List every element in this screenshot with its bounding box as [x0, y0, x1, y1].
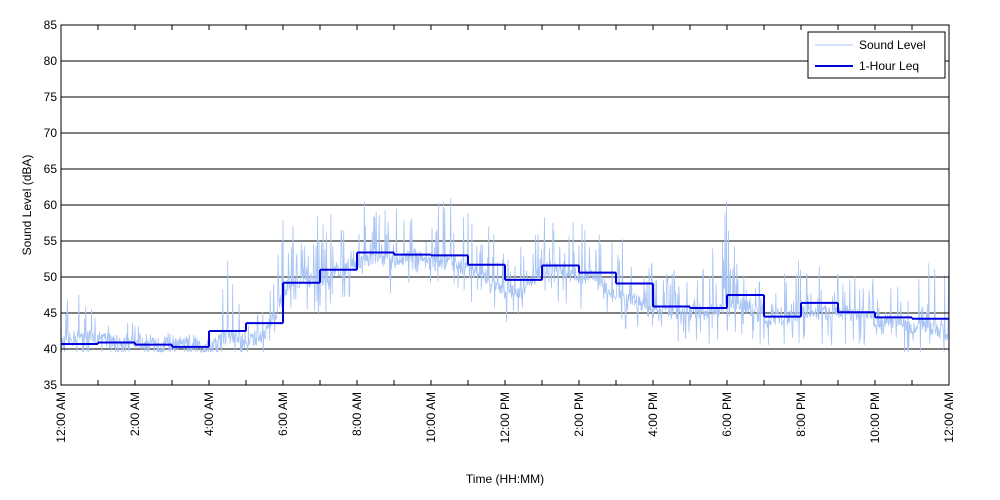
y-tick-label: 55 — [44, 234, 58, 248]
x-tick-label: 6:00 AM — [276, 392, 290, 436]
x-tick-label: 8:00 AM — [350, 392, 364, 436]
y-tick-label: 40 — [44, 342, 58, 356]
y-axis-title: Sound Level (dBA) — [20, 155, 34, 256]
x-tick-label: 4:00 AM — [202, 392, 216, 436]
legend-box — [807, 31, 946, 79]
y-axis-ticks: 35 40 45 50 55 60 65 70 75 80 85 — [44, 18, 949, 392]
y-tick-label: 85 — [44, 18, 58, 32]
y-tick-label: 70 — [44, 126, 58, 140]
leq-series — [61, 251, 949, 348]
legend-label-sound-level: Sound Level — [859, 38, 926, 52]
legend: Sound Level 1-Hour Leq — [807, 31, 946, 79]
x-tick-label: 2:00 PM — [572, 392, 586, 437]
y-tick-label: 60 — [44, 198, 58, 212]
x-tick-label: 4:00 PM — [646, 392, 660, 437]
y-tick-label: 45 — [44, 306, 58, 320]
legend-label-leq: 1-Hour Leq — [859, 59, 919, 73]
y-tick-label: 80 — [44, 54, 58, 68]
x-tick-label: 2:00 AM — [128, 392, 142, 436]
y-tick-label: 35 — [44, 378, 58, 392]
x-tick-label: 6:00 PM — [720, 392, 734, 437]
x-tick-label: 12:00 PM — [498, 392, 512, 443]
y-tick-label: 50 — [44, 270, 58, 284]
x-axis-title: Time (HH:MM) — [466, 472, 544, 486]
y-tick-label: 75 — [44, 90, 58, 104]
x-axis-ticks: 12:00 AM 2:00 AM 4:00 AM 6:00 AM 8:00 AM 10:0… — [54, 25, 956, 443]
x-tick-label: 12:00 AM — [54, 392, 68, 443]
x-tick-label: 12:00 AM — [942, 392, 956, 443]
x-tick-label: 10:00 AM — [424, 392, 438, 443]
x-tick-label: 10:00 PM — [868, 392, 882, 443]
y-tick-label: 65 — [44, 162, 58, 176]
x-tick-label: 8:00 PM — [794, 392, 808, 437]
